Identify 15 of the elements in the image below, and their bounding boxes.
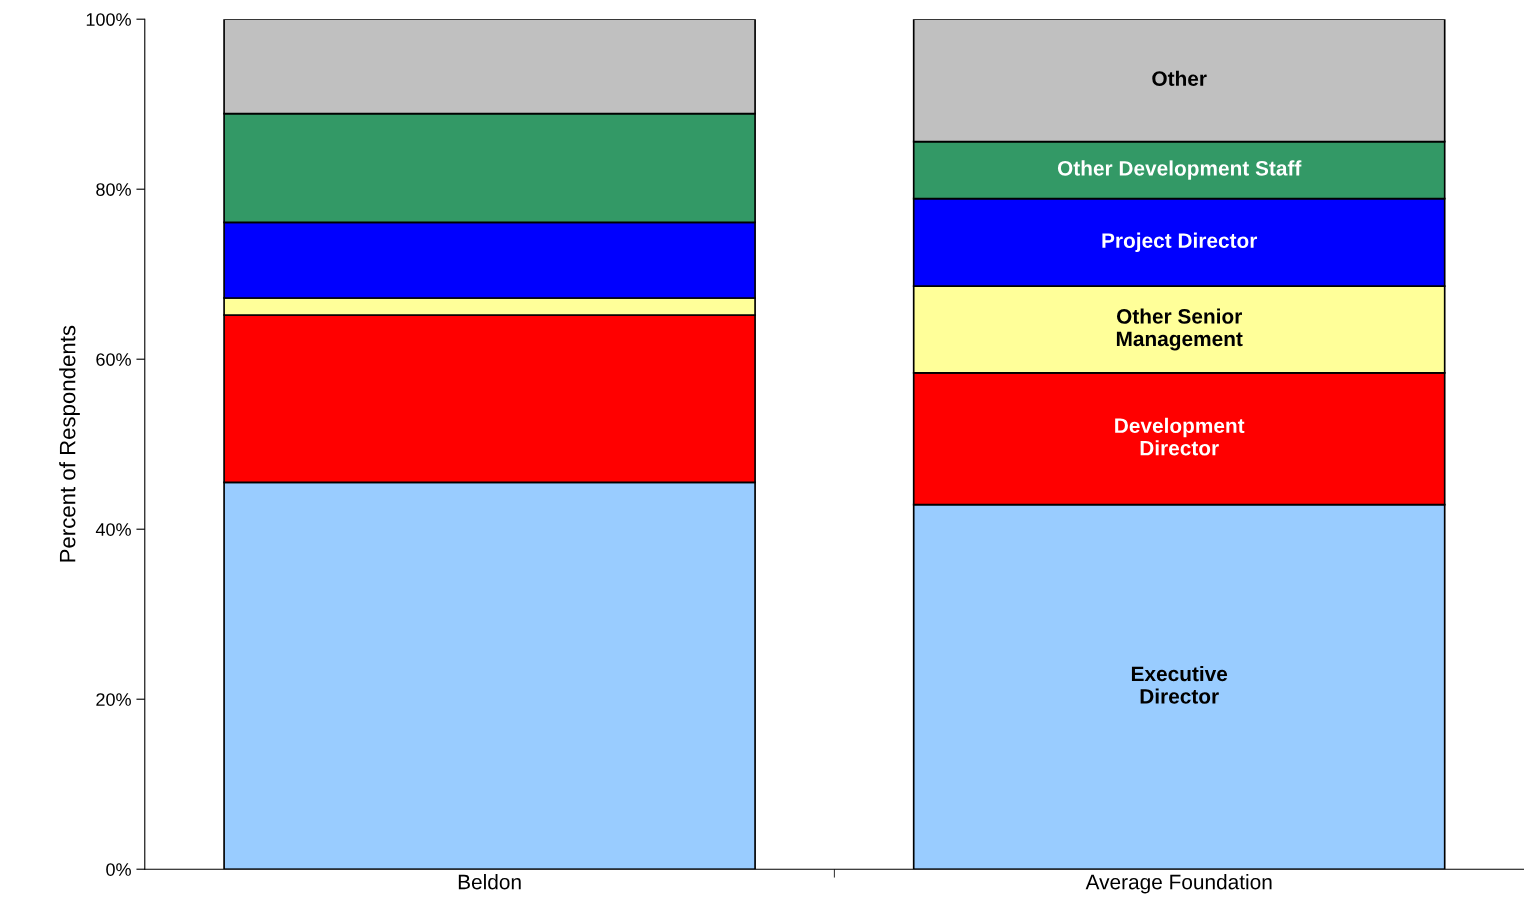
- series-label: Other Development Staff: [1057, 160, 1302, 180]
- y-axis-title: Percent of Respondents: [59, 325, 80, 562]
- y-tick-label: 0%: [106, 863, 131, 876]
- series-label: Other: [1152, 70, 1207, 86]
- y-tick-label: 20%: [96, 693, 131, 706]
- y-tick-label: 40%: [95, 523, 131, 536]
- y-tick-label: 60%: [96, 353, 131, 366]
- y-tick-label: 80%: [96, 183, 131, 196]
- x-tick-label: Beldon: [458, 874, 521, 890]
- x-tick-label: Average Foundation: [1085, 874, 1272, 894]
- series-label: Project Director: [1102, 232, 1258, 253]
- series-label: Other Senior Management: [1116, 308, 1243, 351]
- series-label: Executive Director: [1131, 665, 1228, 704]
- y-tick-label: 100%: [86, 13, 131, 26]
- series-label: Development Director: [1115, 417, 1245, 456]
